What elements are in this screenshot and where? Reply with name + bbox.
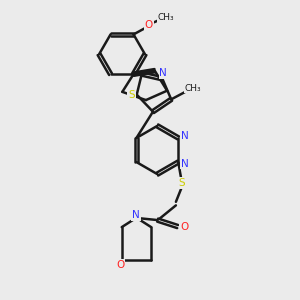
Text: O: O <box>180 222 188 232</box>
Text: N: N <box>132 210 140 220</box>
Text: CH₃: CH₃ <box>184 84 201 93</box>
Text: N: N <box>181 158 189 169</box>
Text: N: N <box>181 131 189 142</box>
Text: CH₃: CH₃ <box>158 14 174 22</box>
Text: S: S <box>128 90 135 100</box>
Text: O: O <box>145 20 153 30</box>
Text: S: S <box>179 178 185 188</box>
Text: N: N <box>159 68 167 78</box>
Text: O: O <box>116 260 124 270</box>
